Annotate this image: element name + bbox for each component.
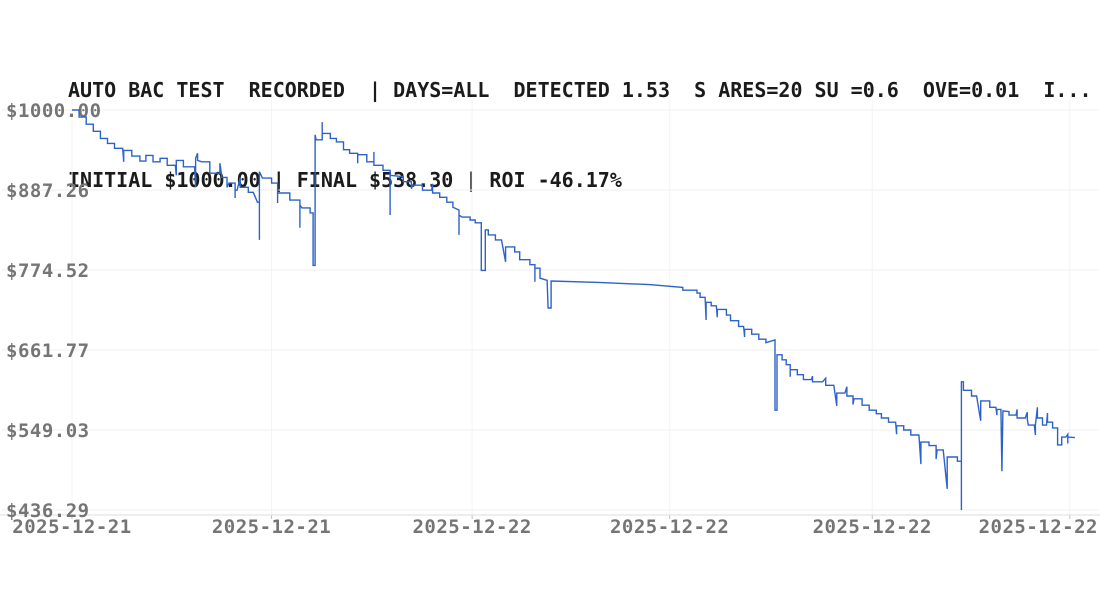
- y-axis-label: $887.26: [6, 180, 90, 202]
- x-axis-label: 2025-12-22: [979, 516, 1098, 538]
- x-axis-label: 2025-12-21: [12, 516, 131, 538]
- y-axis-label: $661.77: [6, 340, 90, 362]
- chart-header: AUTO BAC TEST RECORDED | DAYS=ALL DETECT…: [68, 15, 1092, 225]
- chart-subtitle-line-2: INITIAL $1000.00 | FINAL $538.30 | ROI -…: [68, 168, 622, 192]
- x-axis-label: 2025-12-22: [412, 516, 531, 538]
- y-axis-label: $1000.00: [6, 100, 102, 122]
- x-axis-label: 2025-12-22: [610, 516, 729, 538]
- equity-line: [72, 109, 1075, 510]
- x-axis-label: 2025-12-22: [813, 516, 932, 538]
- x-axis-label: 2025-12-21: [212, 516, 331, 538]
- y-axis-label: $774.52: [6, 260, 90, 282]
- y-axis-label: $549.03: [6, 420, 90, 442]
- chart-title-line-1: AUTO BAC TEST RECORDED | DAYS=ALL DETECT…: [68, 78, 1092, 102]
- y-axis-label: $436.29: [6, 500, 90, 522]
